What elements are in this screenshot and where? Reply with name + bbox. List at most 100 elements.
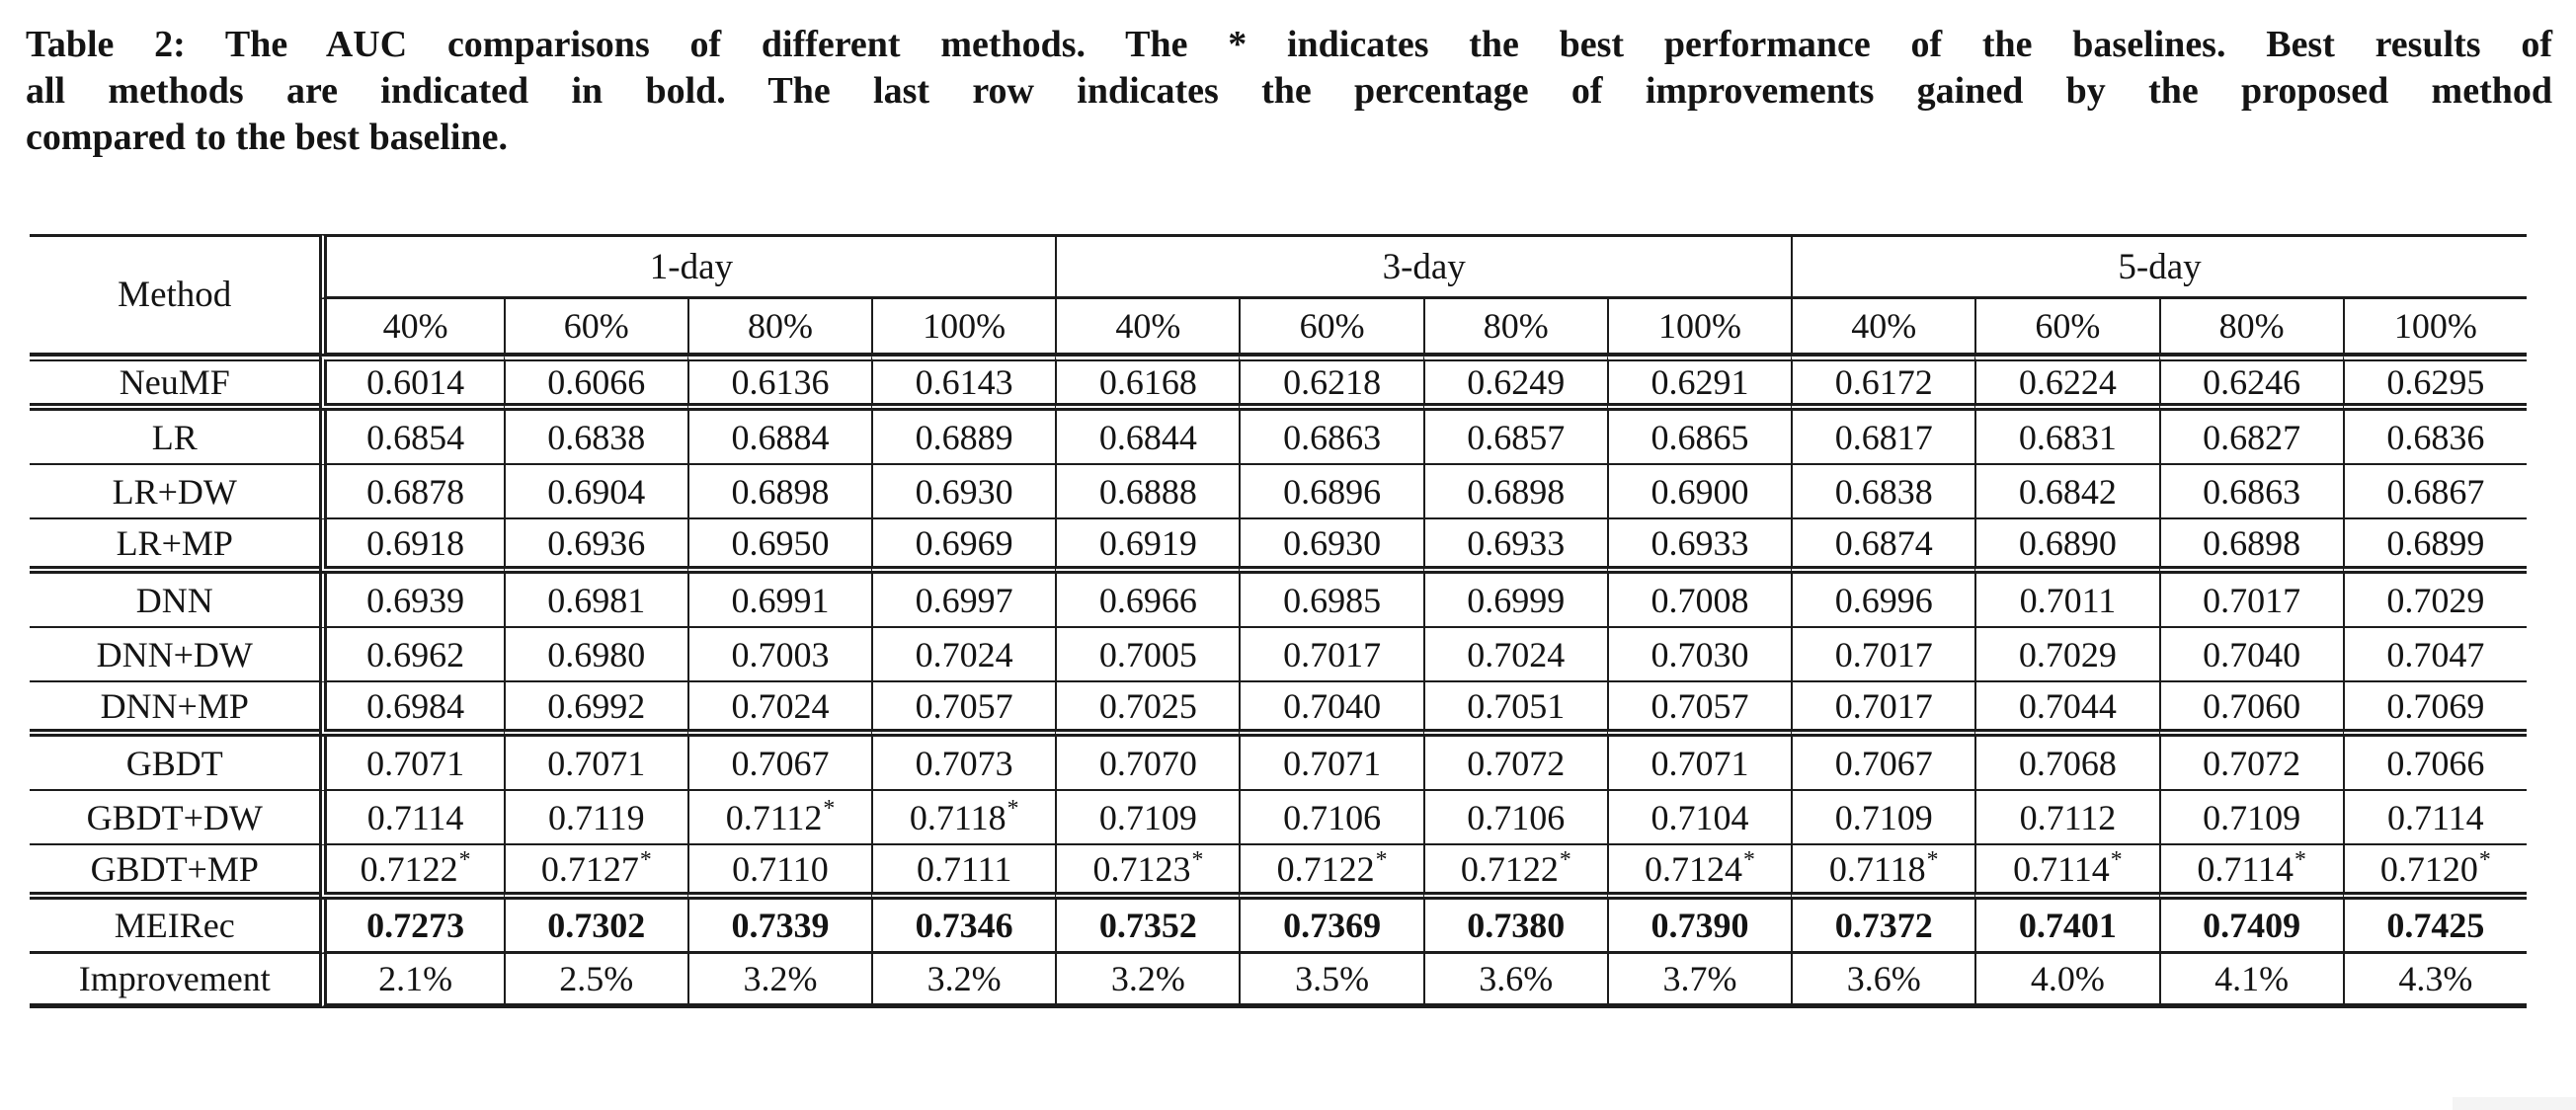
auc-value-cell: 0.7060: [2158, 682, 2343, 737]
auc-value-cell: 0.7114*: [2158, 845, 2343, 900]
auc-value-cell: 0.6997: [871, 574, 1056, 628]
method-name-cell: GBDT+DW: [30, 791, 320, 845]
method-name-cell: NeuMF: [30, 355, 320, 411]
auc-value-cell: 0.6918: [319, 519, 504, 574]
auc-value-cell: 0.6888: [1055, 465, 1240, 519]
auc-value-cell: 0.6900: [1606, 465, 1792, 519]
best-baseline-star: *: [458, 847, 471, 874]
auc-value-cell: 0.6827: [2158, 411, 2343, 465]
auc-value-cell: 0.6249: [1422, 355, 1607, 411]
auc-value-cell: 0.6936: [503, 519, 687, 574]
auc-value-cell: 0.6838: [1791, 465, 1975, 519]
method-name-cell: DNN: [30, 574, 320, 628]
auc-value-cell: 0.6878: [319, 465, 504, 519]
method-name-cell: Improvement: [30, 954, 320, 1008]
table-caption: Table 2: The AUC comparisons of differen…: [26, 22, 2552, 161]
day-group-1-day: 1-day: [319, 234, 1056, 299]
auc-value-cell: 0.7040: [2158, 628, 2343, 682]
best-baseline-star: *: [1191, 847, 1204, 874]
improvement-value-cell: 3.6%: [1422, 954, 1607, 1008]
ratio-header-5-day-40%: 40%: [1791, 299, 1975, 355]
auc-value-cell: 0.7112: [1974, 791, 2159, 845]
day-group-3-day: 3-day: [1055, 234, 1792, 299]
auc-value-cell: 0.7068: [1974, 737, 2159, 791]
table-row-DNN: DNN 0.6939 0.6981 0.6991 0.6997 0.6966 0.6985 0…: [30, 574, 2527, 628]
table-row-GBDT+DW: GBDT+DW 0.7114 0.7119 0.7112* 0.7118* 0.7109 0…: [30, 791, 2527, 845]
auc-value-cell: 0.7425: [2342, 900, 2527, 954]
table-row-LR+MP: LR+MP 0.6918 0.6936 0.6950 0.6969 0.6919 0.693…: [30, 519, 2527, 574]
table-row-GBDT: GBDT 0.7071 0.7071 0.7067 0.7073 0.7070 0.7071…: [30, 737, 2527, 791]
auc-value-cell: 0.6857: [1422, 411, 1607, 465]
ratio-header-3-day-80%: 80%: [1422, 299, 1607, 355]
auc-value-cell: 0.7066: [2342, 737, 2527, 791]
auc-value-cell: 0.6898: [2158, 519, 2343, 574]
auc-value-cell: 0.6295: [2342, 355, 2527, 411]
auc-value-cell: 0.6930: [871, 465, 1056, 519]
caption-line-3: compared to the best baseline.: [26, 117, 508, 158]
auc-value-cell: 0.7104: [1606, 791, 1792, 845]
auc-value-cell: 0.7401: [1974, 900, 2159, 954]
auc-value-cell: 0.7346: [871, 900, 1056, 954]
ratio-header-3-day-100%: 100%: [1606, 299, 1792, 355]
auc-value-cell: 0.7122*: [1239, 845, 1423, 900]
auc-value-cell: 0.7372: [1791, 900, 1975, 954]
auc-value-cell: 0.6933: [1606, 519, 1792, 574]
ratio-header-1-day-60%: 60%: [503, 299, 687, 355]
auc-value-cell: 0.6014: [319, 355, 504, 411]
table-row-MEIRec: MEIRec 0.7273 0.7302 0.7339 0.7346 0.7352 0.73…: [30, 900, 2527, 954]
ratio-header-1-day-100%: 100%: [871, 299, 1056, 355]
best-baseline-star: *: [823, 796, 836, 823]
auc-value-cell: 0.7067: [1791, 737, 1975, 791]
auc-value-cell: 0.7122*: [1422, 845, 1607, 900]
auc-value-cell: 0.6817: [1791, 411, 1975, 465]
improvement-value-cell: 3.2%: [1055, 954, 1240, 1008]
best-baseline-star: *: [2294, 847, 2306, 874]
best-baseline-star: *: [639, 847, 652, 874]
auc-value-cell: 0.6143: [871, 355, 1056, 411]
auc-value-cell: 0.6842: [1974, 465, 2159, 519]
improvement-value-cell: 3.2%: [686, 954, 872, 1008]
caption-line-1: Table 2: The AUC comparisons of differen…: [26, 24, 2552, 65]
ratio-header-3-day-40%: 40%: [1055, 299, 1240, 355]
best-baseline-star: *: [1743, 847, 1755, 874]
auc-value-cell: 0.7118*: [871, 791, 1056, 845]
auc-value-cell: 0.7124*: [1606, 845, 1792, 900]
improvement-value-cell: 4.0%: [1974, 954, 2159, 1008]
day-group-5-day: 5-day: [1791, 234, 2527, 299]
auc-value-cell: 0.6854: [319, 411, 504, 465]
auc-value-cell: 0.7072: [2158, 737, 2343, 791]
auc-value-cell: 0.7011: [1974, 574, 2159, 628]
auc-value-cell: 0.6966: [1055, 574, 1240, 628]
auc-value-cell: 0.7123*: [1055, 845, 1240, 900]
improvement-value-cell: 3.5%: [1239, 954, 1423, 1008]
improvement-value-cell: 4.1%: [2158, 954, 2343, 1008]
auc-value-cell: 0.7024: [871, 628, 1056, 682]
auc-value-cell: 0.7409: [2158, 900, 2343, 954]
auc-value-cell: 0.7071: [1239, 737, 1423, 791]
auc-value-cell: 0.7110: [686, 845, 872, 900]
auc-value-cell: 0.6136: [686, 355, 872, 411]
auc-value-cell: 0.6919: [1055, 519, 1240, 574]
auc-value-cell: 0.7390: [1606, 900, 1792, 954]
improvement-value-cell: 3.7%: [1606, 954, 1792, 1008]
auc-value-cell: 0.6844: [1055, 411, 1240, 465]
auc-value-cell: 0.6224: [1974, 355, 2159, 411]
improvement-value-cell: 2.5%: [503, 954, 687, 1008]
improvement-value-cell: 3.2%: [871, 954, 1056, 1008]
method-name-cell: GBDT+MP: [30, 845, 320, 900]
auc-value-cell: 0.7120*: [2342, 845, 2527, 900]
auc-value-cell: 0.6930: [1239, 519, 1423, 574]
auc-value-cell: 0.6899: [2342, 519, 2527, 574]
auc-value-cell: 0.6991: [686, 574, 872, 628]
auc-value-cell: 0.7302: [503, 900, 687, 954]
auc-value-cell: 0.6836: [2342, 411, 2527, 465]
auc-value-cell: 0.7017: [1791, 628, 1975, 682]
best-baseline-star: *: [1926, 847, 1939, 874]
auc-value-cell: 0.7071: [1606, 737, 1792, 791]
auc-value-cell: 0.7017: [1791, 682, 1975, 737]
best-baseline-star: *: [1375, 847, 1388, 874]
auc-value-cell: 0.6863: [2158, 465, 2343, 519]
auc-value-cell: 0.6898: [1422, 465, 1607, 519]
auc-value-cell: 0.7106: [1422, 791, 1607, 845]
ratio-header-3-day-60%: 60%: [1239, 299, 1423, 355]
